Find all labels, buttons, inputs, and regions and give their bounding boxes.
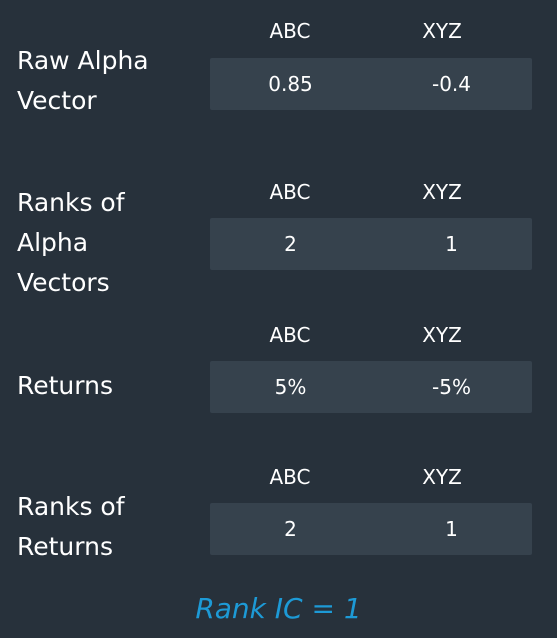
ranks-of-returns-values: 2 1 [210,503,532,555]
ranks-of-alpha-vectors-values: 2 1 [210,218,532,270]
column-header-xyz: XYZ [422,465,462,489]
raw-alpha-abc-value: 0.85 [268,72,313,96]
returns-values: 5% -5% [210,361,532,413]
ranks-returns-abc-value: 2 [284,517,297,541]
ranks-returns-xyz-value: 1 [445,517,458,541]
returns-abc-value: 5% [274,375,307,399]
raw-alpha-vector-values: 0.85 -0.4 [210,58,532,110]
column-header-xyz: XYZ [422,323,462,347]
rank-ic-result: Rank IC = 1 [195,592,362,625]
row-label-ranks-of-returns: Ranks of Returns [17,492,125,561]
column-header-xyz: XYZ [422,180,462,204]
column-header-abc: ABC [269,465,311,489]
column-header-abc: ABC [269,323,311,347]
returns-xyz-value: -5% [432,375,471,399]
column-header-xyz: XYZ [422,19,462,43]
column-header-abc: ABC [269,19,311,43]
ranks-alpha-xyz-value: 1 [445,232,458,256]
ranks-alpha-abc-value: 2 [284,232,297,256]
row-label-ranks-of-alpha-vectors: Ranks of Alpha Vectors [17,188,125,297]
row-label-raw-alpha-vector: Raw Alpha Vector [17,46,149,115]
raw-alpha-xyz-value: -0.4 [431,72,472,96]
column-header-abc: ABC [269,180,311,204]
row-label-returns: Returns [17,371,113,400]
